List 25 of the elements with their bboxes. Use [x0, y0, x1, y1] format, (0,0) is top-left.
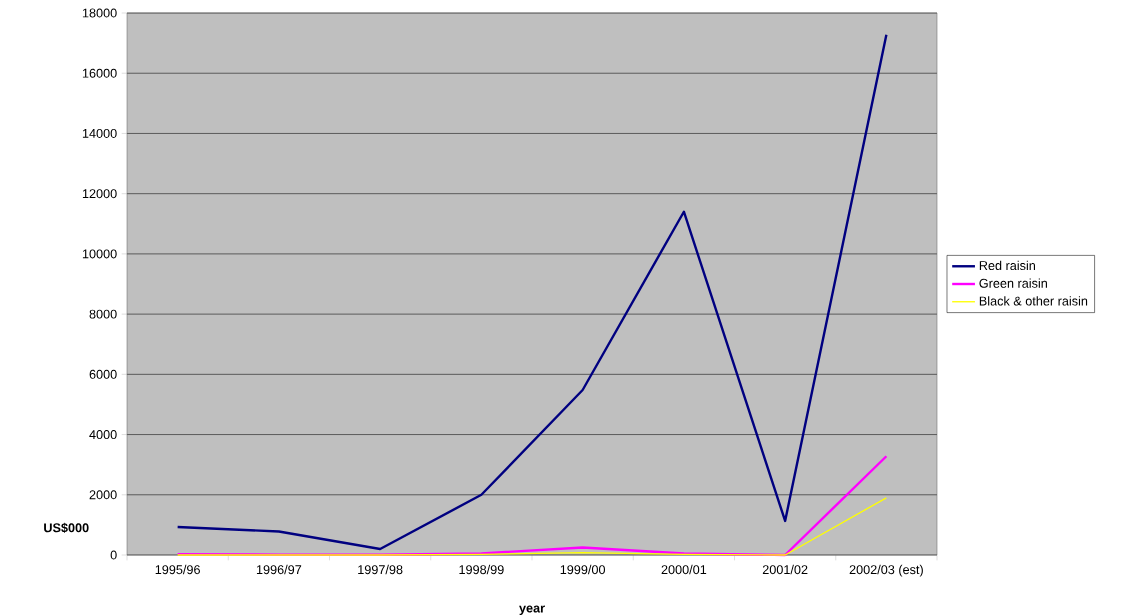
x-tick-label: 2001/02	[762, 564, 808, 575]
line-series	[176, 33, 888, 551]
x-tick-label: 1995/96	[155, 564, 200, 575]
y-tick-label: 8000	[89, 309, 117, 319]
y-tick-label: 2000	[89, 490, 117, 500]
y-tick-label: 6000	[89, 369, 117, 379]
x-tick-label: 2000/01	[661, 564, 707, 575]
y-tick-label: 12000	[82, 189, 117, 199]
x-tick-label: 1996/97	[256, 564, 302, 575]
y-tick-label: 18000	[82, 8, 117, 18]
x-tick-label: 1997/98	[358, 564, 403, 575]
legend-label: Green raisin	[979, 278, 1047, 288]
y-tick-label: 10000	[82, 249, 117, 259]
line-series	[176, 497, 888, 556]
x-axis-title: year	[519, 605, 545, 615]
legend-label: Black & other raisin	[979, 296, 1088, 306]
legend-label: Red raisin	[979, 260, 1035, 271]
x-tick-label: 1998/99	[459, 564, 504, 575]
y-tick-label: 4000	[89, 430, 117, 440]
y-tick-label: 16000	[82, 68, 117, 78]
y-tick-label: 14000	[82, 128, 117, 138]
x-tick-label: 2002/03 (est)	[849, 564, 923, 577]
y-axis-title: US$000	[44, 522, 89, 534]
x-tick-label: 1999/00	[560, 564, 606, 575]
y-tick-label: 0	[110, 550, 117, 560]
